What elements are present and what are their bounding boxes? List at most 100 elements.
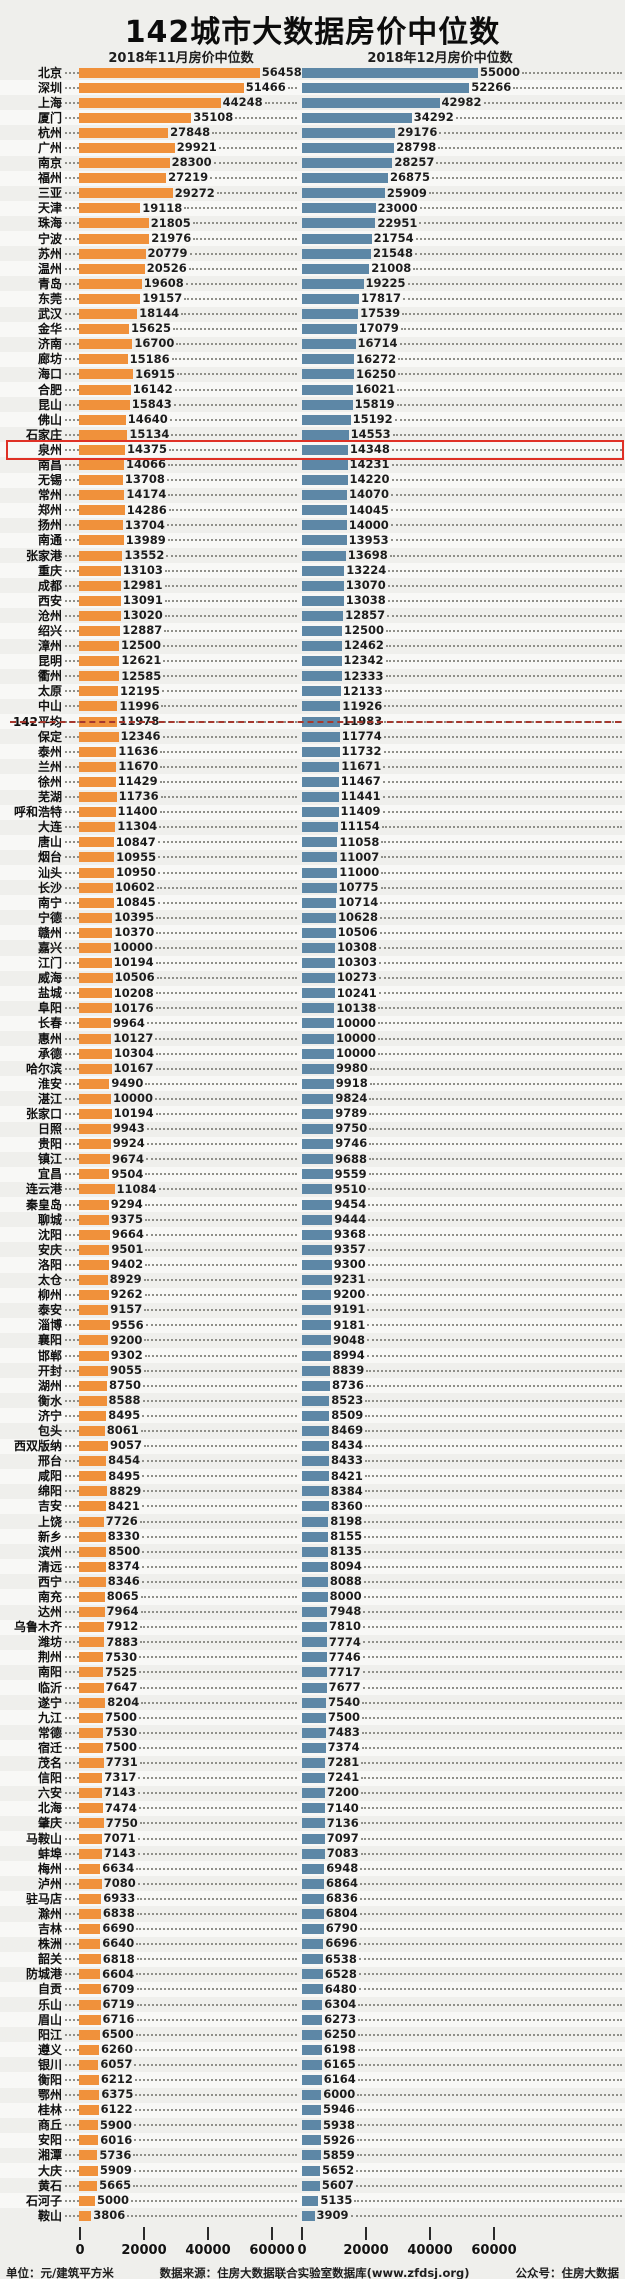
december-value: 5946 [323,2102,356,2117]
chart-row: 桂林 6122 5946 [0,2102,625,2118]
trailing-dots [160,750,297,753]
leader-dots [65,977,79,980]
leader-dots [65,1475,79,1478]
leader-dots [65,1792,79,1795]
chart-row: 临沂 7647 7677 [0,1680,625,1696]
november-bar [79,2014,101,2025]
trailing-dots [185,282,297,285]
chart-row: 绍兴 12887 12500 [0,623,625,639]
december-value: 6528 [324,1966,357,1981]
trailing-dots [360,1852,622,1855]
trailing-dots [136,1958,297,1961]
november-panel: 11084 [62,1182,300,1197]
trailing-dots [159,780,297,783]
city-label: 茂名 [37,1756,62,1771]
chart-row: 乌鲁木齐 7912 7810 [0,1619,625,1635]
city-label: 湖州 [37,1378,62,1393]
december-bar [302,595,344,606]
city-label: 常德 [37,1725,62,1740]
december-value: 6304 [324,1996,357,2011]
trailing-dots [133,2124,297,2127]
november-panel: 8065 [62,1589,300,1604]
november-panel: 51466 [62,80,300,95]
november-panel: 10194 [62,956,300,971]
december-panel: 14000 [300,518,625,533]
december-panel: 10775 [300,880,625,895]
november-bar [79,882,113,893]
leader-dots [65,2048,79,2051]
december-bar [302,852,338,863]
leader-dots [65,1279,79,1282]
leader-dots [65,916,79,919]
december-bar [302,293,359,304]
december-value: 13038 [345,593,386,608]
november-value: 10167 [113,1060,154,1075]
december-value: 6198 [323,2042,356,2057]
city-label: 东莞 [37,291,62,306]
november-axis-tick-label: 40000 [185,2243,231,2259]
december-bar [302,1652,327,1663]
trailing-dots [144,1445,297,1448]
leader-dots [65,2199,79,2202]
trailing-dots [156,886,297,889]
december-value: 13953 [348,532,389,547]
november-panel: 15625 [62,322,300,337]
december-panel: 7281 [300,1756,625,1771]
chart-row: 南宁 10845 10714 [0,895,625,911]
trailing-dots [157,901,297,904]
city-label: 北海 [37,1801,62,1816]
city-label: 张家口 [25,1107,62,1122]
chart-row: 宿迁 7500 7374 [0,1740,625,1756]
november-value: 5736 [99,2147,132,2162]
november-bar [79,1259,110,1270]
december-panel: 9200 [300,1288,625,1303]
leader-dots [65,313,79,316]
highlighted-row: 泉州 14375 14348 [0,439,625,461]
trailing-dots [146,1022,297,1025]
november-panel: 44248 [62,95,300,110]
november-bar [79,1818,104,1829]
december-panel: 6836 [300,1891,625,1906]
chart-row: 马鞍山 7071 7097 [0,1830,625,1847]
trailing-dots [436,162,622,165]
november-panel: 10950 [62,865,300,880]
chart-row: 承德 10304 10000 [0,1046,625,1062]
december-bar [302,1169,333,1180]
city-label: 蚌埠 [37,1846,62,1861]
november-panel: 10395 [62,910,300,925]
trailing-dots [142,1475,297,1478]
december-panel: 7200 [300,1786,625,1801]
trailing-dots [158,1188,297,1191]
november-panel: 8374 [62,1559,300,1574]
december-panel: 42982 [300,95,625,110]
city-label: 鞍山 [37,2208,62,2223]
leader-dots [65,796,79,799]
november-panel: 21805 [62,216,300,231]
city-label: 衡水 [37,1393,62,1408]
november-panel: 11429 [62,774,300,789]
chart-row: 海口 16915 16250 [0,367,625,382]
december-panel: 10628 [300,910,625,925]
december-value: 15819 [354,396,395,411]
december-panel: 6164 [300,2072,625,2087]
leader-dots [65,660,79,663]
december-panel: 6538 [300,1952,625,1967]
december-value: 8155 [330,1528,363,1543]
november-panel: 6016 [62,2133,300,2148]
november-panel: 7530 [62,1650,300,1665]
chart-row: 咸阳 8495 8421 [0,1468,625,1484]
leader-dots [65,1082,79,1085]
december-value: 16714 [357,336,398,351]
november-panel: 27219 [62,171,300,186]
trailing-dots [384,705,622,708]
trailing-dots [140,1641,297,1644]
trailing-dots [136,1973,297,1976]
chart-row: 湖州 8750 8736 [0,1378,625,1394]
november-value: 9294 [110,1196,143,1211]
leader-dots [65,1716,79,1719]
average-row: 142平均 11978 11983 [0,714,625,730]
december-panel: 9444 [300,1212,625,1227]
trailing-dots [413,267,622,270]
trailing-dots [378,1007,622,1010]
december-panel: 7677 [300,1680,625,1695]
